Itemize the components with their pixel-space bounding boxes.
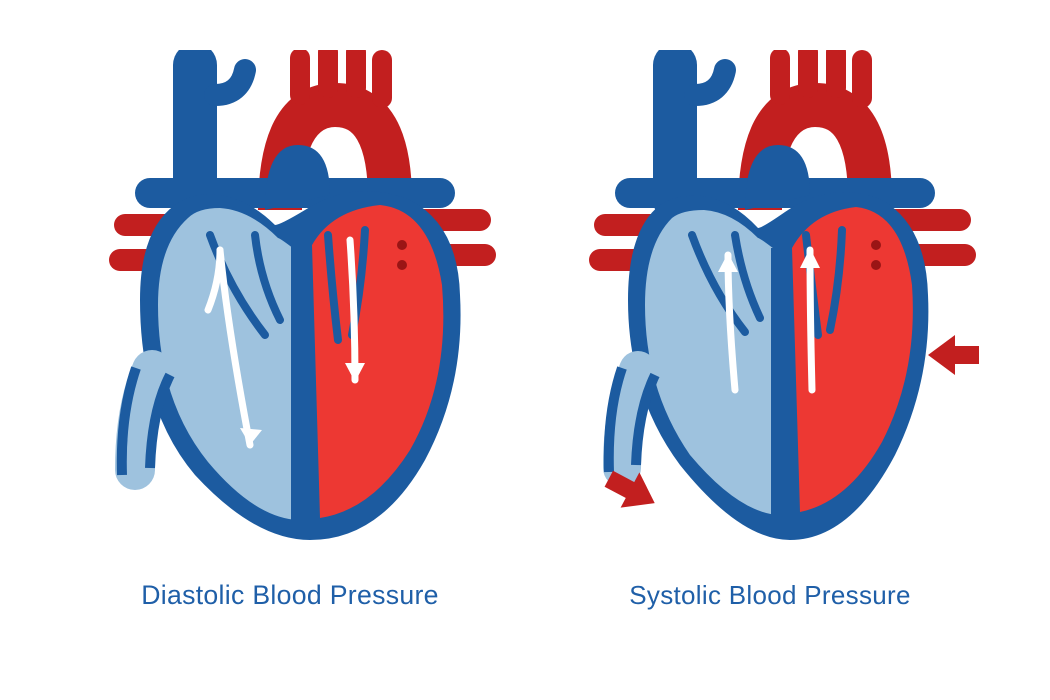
heart-diastolic-illustration xyxy=(80,50,500,550)
coronary-ostium-1 xyxy=(871,240,881,250)
systolic-panel: Systolic Blood Pressure xyxy=(555,50,985,611)
diastolic-panel: Diastolic Blood Pressure xyxy=(75,50,505,611)
right-heart-fill xyxy=(645,210,778,515)
heart-systolic-illustration xyxy=(560,50,980,550)
vena-cava-branch xyxy=(215,70,245,95)
systolic-label: Systolic Blood Pressure xyxy=(555,580,985,611)
right-heart-fill xyxy=(158,208,298,520)
coronary-ostium-1 xyxy=(397,240,407,250)
coronary-ostium-2 xyxy=(397,260,407,270)
coronary-ostium-2 xyxy=(871,260,881,270)
diastolic-label: Diastolic Blood Pressure xyxy=(75,580,505,611)
contraction-arrow-right xyxy=(928,335,979,375)
vena-cava-branch xyxy=(695,70,725,95)
